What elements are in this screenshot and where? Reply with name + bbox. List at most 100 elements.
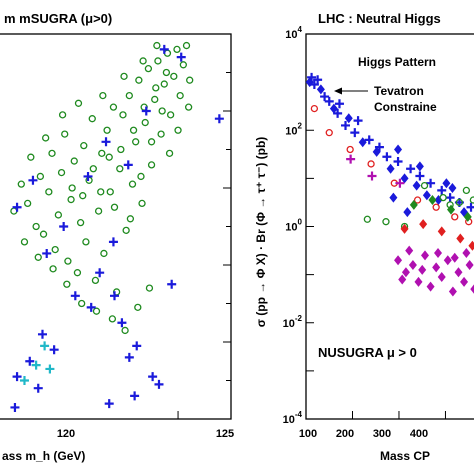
data-point — [137, 172, 145, 181]
data-point — [316, 84, 325, 95]
data-point — [139, 57, 147, 65]
data-point — [414, 276, 423, 287]
data-point — [412, 180, 421, 191]
data-point — [159, 44, 169, 54]
data-point — [445, 193, 455, 203]
data-point — [394, 144, 403, 155]
data-point — [157, 130, 165, 138]
annotation-arrow — [334, 87, 368, 95]
data-point — [91, 276, 100, 285]
annotation-constrained: Constraine — [374, 100, 437, 114]
data-point — [437, 272, 446, 283]
data-point — [78, 299, 86, 308]
data-point — [58, 111, 67, 119]
data-point — [426, 178, 436, 188]
data-point — [447, 204, 456, 215]
data-point — [462, 186, 471, 195]
data-point — [45, 188, 53, 196]
data-point — [12, 202, 22, 212]
data-point — [415, 161, 424, 172]
data-point — [36, 172, 45, 181]
data-point — [176, 91, 184, 100]
data-point — [106, 188, 114, 196]
data-point — [341, 120, 351, 130]
data-point — [17, 180, 25, 188]
data-point — [462, 247, 471, 258]
data-point — [24, 199, 32, 208]
data-point — [437, 185, 447, 195]
left-x-axis-label: ass m_h (GeV) — [2, 449, 85, 463]
right-panel: LHC : Neutral Higgs 104 102 100 10-2 10-4 10… — [254, 11, 474, 463]
data-point — [153, 41, 161, 50]
data-point — [54, 211, 63, 219]
data-point — [426, 281, 435, 292]
left-plot-marks — [10, 41, 224, 412]
data-point — [182, 41, 191, 50]
right-plot-marks — [305, 72, 474, 297]
right-chart-title: LHC : Neutral Higgs — [318, 11, 441, 26]
data-point — [34, 253, 42, 261]
data-point — [346, 145, 354, 154]
data-point — [382, 218, 390, 226]
data-point — [324, 96, 334, 106]
data-point — [141, 118, 149, 127]
data-point — [382, 152, 392, 162]
data-point — [82, 238, 90, 246]
data-point — [174, 126, 182, 134]
data-point — [27, 153, 35, 161]
data-point — [119, 111, 127, 119]
left-y-ticks — [177, 33, 232, 420]
data-point — [363, 215, 372, 223]
data-point — [76, 218, 85, 227]
data-point — [86, 302, 96, 312]
data-point — [103, 126, 111, 134]
data-point — [132, 341, 142, 351]
data-point — [88, 115, 96, 123]
data-point — [186, 76, 194, 84]
data-point — [176, 52, 186, 62]
data-point — [125, 91, 133, 100]
right-x-tick-label: 400 — [410, 428, 428, 440]
data-point — [437, 226, 446, 237]
data-point — [63, 280, 71, 288]
data-point — [413, 196, 422, 204]
data-point — [320, 92, 330, 102]
data-point — [116, 165, 124, 173]
data-point — [33, 383, 43, 393]
right-x-tick-label: 100 — [299, 428, 317, 440]
data-point — [42, 248, 52, 258]
data-point — [110, 203, 119, 211]
data-point — [400, 173, 409, 184]
data-point — [120, 72, 128, 80]
data-point — [104, 399, 114, 409]
data-point — [158, 107, 166, 115]
data-point — [450, 252, 459, 263]
data-point — [214, 114, 224, 124]
data-point — [70, 291, 80, 301]
data-point — [353, 116, 363, 126]
data-point — [147, 161, 156, 169]
right-x-tick-label: 200 — [336, 428, 354, 440]
data-point — [45, 364, 55, 374]
data-point — [144, 65, 153, 73]
data-point — [448, 286, 457, 297]
data-point — [145, 284, 154, 292]
data-point — [364, 135, 374, 145]
data-point — [167, 279, 177, 289]
annotation-nusugra: NUSUGRA μ > 0 — [318, 345, 417, 360]
data-point — [466, 202, 474, 212]
data-point — [28, 175, 38, 185]
data-point — [305, 77, 314, 88]
data-point — [101, 137, 111, 147]
data-point — [406, 164, 416, 174]
data-point — [325, 129, 333, 137]
data-point — [442, 178, 451, 189]
right-x-tick-label: 300 — [373, 428, 391, 440]
data-point — [25, 356, 35, 366]
data-point — [432, 262, 441, 273]
data-point — [395, 178, 405, 188]
data-point — [398, 274, 407, 285]
data-point — [334, 99, 344, 109]
data-point — [401, 267, 410, 278]
data-point — [100, 249, 108, 258]
